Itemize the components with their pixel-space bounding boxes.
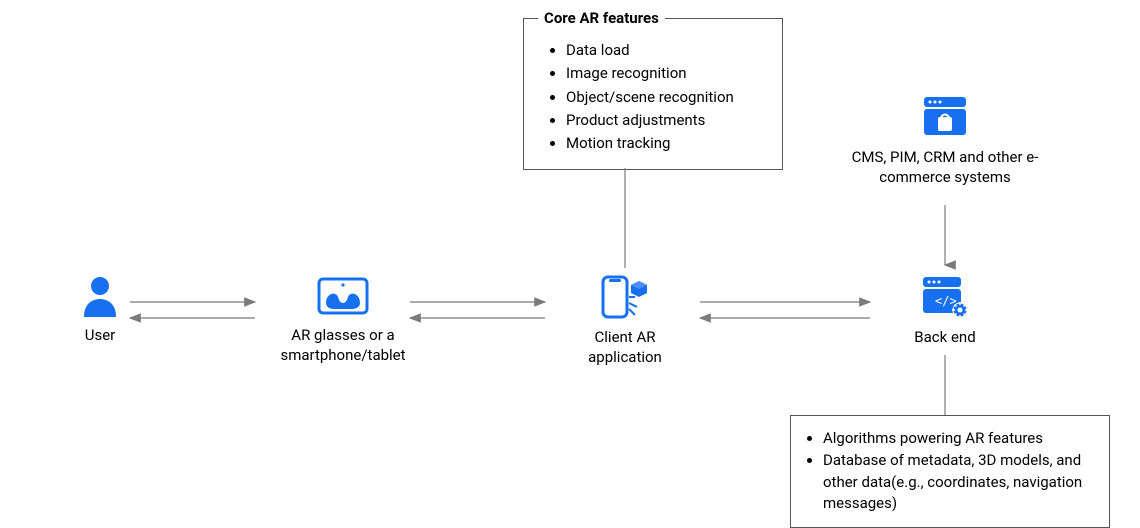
user-icon <box>65 275 135 317</box>
core-features-list: Data load Image recognition Object/scene… <box>546 39 760 155</box>
node-backend: </> Back end <box>880 275 1010 347</box>
feature-item: Motion tracking <box>566 132 760 155</box>
backend-details-box: Algorithms powering AR features Database… <box>790 415 1110 528</box>
node-client: Client AR application <box>560 275 690 368</box>
backend-icon: </> <box>880 275 1010 319</box>
feature-item: Image recognition <box>566 62 760 85</box>
node-cms-label: CMS, PIM, CRM and other e-commerce syste… <box>830 147 1060 188</box>
feature-item: Product adjustments <box>566 109 760 132</box>
node-user-label: User <box>65 325 135 345</box>
ar-device-icon <box>268 275 418 317</box>
node-user: User <box>65 275 135 345</box>
feature-item: Data load <box>566 39 760 62</box>
backend-detail-item: Algorithms powering AR features <box>823 428 1091 450</box>
core-features-title: Core AR features <box>538 9 665 27</box>
node-device-label: AR glasses or a smartphone/tablet <box>268 325 418 366</box>
backend-details-list: Algorithms powering AR features Database… <box>801 428 1091 515</box>
client-app-icon <box>560 275 690 319</box>
feature-item: Object/scene recognition <box>566 86 760 109</box>
core-features-box: Core AR features Data load Image recogni… <box>523 18 783 170</box>
node-client-label: Client AR application <box>560 327 690 368</box>
node-cms: CMS, PIM, CRM and other e-commerce syste… <box>830 95 1060 188</box>
ecommerce-icon <box>830 95 1060 139</box>
node-backend-label: Back end <box>880 327 1010 347</box>
node-device: AR glasses or a smartphone/tablet <box>268 275 418 366</box>
backend-detail-item: Database of metadata, 3D models, and oth… <box>823 450 1091 515</box>
svg-text:</>: </> <box>935 294 957 308</box>
